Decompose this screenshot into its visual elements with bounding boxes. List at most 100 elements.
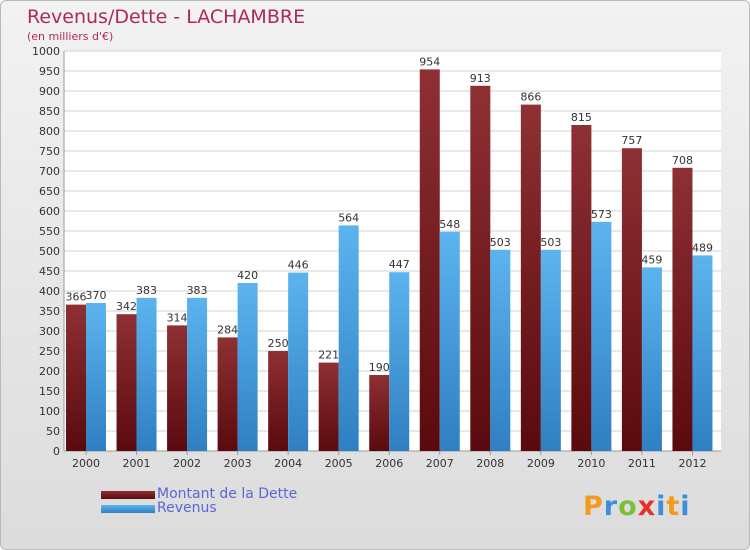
logo-letter: i	[656, 491, 667, 522]
x-tick-label: 2000	[72, 457, 100, 470]
x-tick-label: 2005	[325, 457, 353, 470]
data-label-dette: 708	[672, 154, 693, 167]
data-label-dette: 314	[167, 311, 188, 324]
bar-revenus	[288, 272, 309, 451]
y-tick-label: 100	[39, 405, 60, 418]
y-tick-label: 700	[39, 165, 60, 178]
bar-revenus	[439, 231, 460, 451]
x-tick-label: 2011	[628, 457, 656, 470]
proxiti-logo: Proxiti	[583, 491, 691, 522]
data-label-revenus: 383	[187, 284, 208, 297]
bar-dette	[520, 104, 541, 451]
bar-revenus	[641, 267, 662, 451]
data-label-revenus: 446	[288, 259, 309, 272]
legend-label-revenus: Revenus	[157, 500, 217, 516]
y-tick-label: 900	[39, 85, 60, 98]
y-tick-label: 400	[39, 285, 60, 298]
data-label-revenus: 420	[237, 269, 258, 282]
logo-letter: t	[666, 491, 681, 522]
y-tick-label: 0	[53, 445, 60, 458]
y-tick-label: 750	[39, 145, 60, 158]
bar-dette	[217, 337, 238, 451]
logo-letter: i	[680, 491, 691, 522]
data-label-revenus: 447	[389, 258, 410, 271]
chart-subtitle: (en milliers d'€)	[27, 30, 114, 43]
y-tick-label: 950	[39, 65, 60, 78]
y-tick-label: 300	[39, 325, 60, 338]
data-label-dette: 190	[369, 361, 390, 374]
x-tick-label: 2006	[375, 457, 403, 470]
bar-revenus	[490, 249, 511, 451]
data-label-revenus: 370	[86, 289, 107, 302]
bar-revenus	[389, 272, 410, 451]
x-tick-label: 2009	[527, 457, 555, 470]
y-tick-label: 850	[39, 105, 60, 118]
logo-letter: P	[583, 491, 604, 522]
y-tick-label: 350	[39, 305, 60, 318]
data-label-dette: 757	[621, 134, 642, 147]
data-label-revenus: 564	[338, 211, 359, 224]
bar-revenus	[338, 225, 359, 451]
data-label-dette: 342	[116, 300, 137, 313]
y-tick-label: 600	[39, 205, 60, 218]
x-tick-label: 2012	[678, 457, 706, 470]
bar-dette	[470, 85, 491, 452]
chart-title: Revenus/Dette - LACHAMBRE	[27, 6, 306, 28]
bar-dette	[116, 314, 137, 451]
data-label-dette: 284	[217, 323, 238, 336]
y-tick-label: 150	[39, 385, 60, 398]
bar-dette	[318, 362, 339, 451]
bar-dette	[268, 351, 289, 451]
x-tick-label: 2003	[224, 457, 252, 470]
bars-layer	[66, 69, 713, 452]
data-label-revenus: 489	[692, 241, 713, 254]
x-tick-label: 2010	[577, 457, 605, 470]
data-label-revenus: 459	[641, 253, 662, 266]
data-label-dette: 250	[268, 337, 289, 350]
bar-revenus	[692, 255, 713, 451]
y-tick-label: 650	[39, 185, 60, 198]
data-label-dette: 866	[520, 91, 541, 104]
bar-revenus	[540, 249, 561, 451]
y-tick-label: 1000	[32, 45, 60, 58]
data-label-dette: 954	[419, 55, 440, 68]
bar-dette	[369, 375, 390, 451]
y-tick-label: 500	[39, 245, 60, 258]
data-label-dette: 366	[66, 291, 87, 304]
legend-label-dette: Montant de la Dette	[157, 486, 298, 502]
bar-dette	[672, 167, 693, 452]
data-label-revenus: 503	[540, 236, 561, 249]
y-tick-label: 50	[46, 425, 60, 438]
data-label-dette: 221	[318, 349, 339, 362]
logo-letter: x	[637, 491, 657, 522]
y-tick-label: 800	[39, 125, 60, 138]
x-tick-label: 2004	[274, 457, 302, 470]
bar-revenus	[187, 297, 208, 451]
data-label-revenus: 548	[439, 218, 460, 231]
data-label-revenus: 503	[490, 236, 511, 249]
bar-dette	[571, 125, 592, 451]
logo-letter: o	[618, 491, 638, 522]
bar-dette	[621, 148, 642, 451]
legend-swatch-dette	[101, 491, 155, 499]
bar-revenus	[591, 221, 612, 451]
labels-layer: 0 50 100 150 200 250 300 350 400 450 500 550 600 650 7…	[32, 45, 713, 470]
y-tick-label: 200	[39, 365, 60, 378]
data-label-dette: 815	[571, 111, 592, 124]
y-tick-label: 550	[39, 225, 60, 238]
bar-revenus	[86, 303, 106, 451]
y-tick-label: 250	[39, 345, 60, 358]
bar-dette	[66, 304, 86, 451]
y-tick-label: 450	[39, 265, 60, 278]
x-tick-label: 2002	[173, 457, 201, 470]
data-label-revenus: 573	[591, 208, 612, 221]
x-tick-label: 2007	[426, 457, 454, 470]
bar-revenus	[136, 297, 157, 451]
x-tick-label: 2001	[123, 457, 151, 470]
data-label-dette: 913	[470, 72, 491, 85]
logo-letter: r	[603, 491, 619, 522]
bar-dette	[167, 325, 188, 451]
data-label-revenus: 383	[136, 284, 157, 297]
